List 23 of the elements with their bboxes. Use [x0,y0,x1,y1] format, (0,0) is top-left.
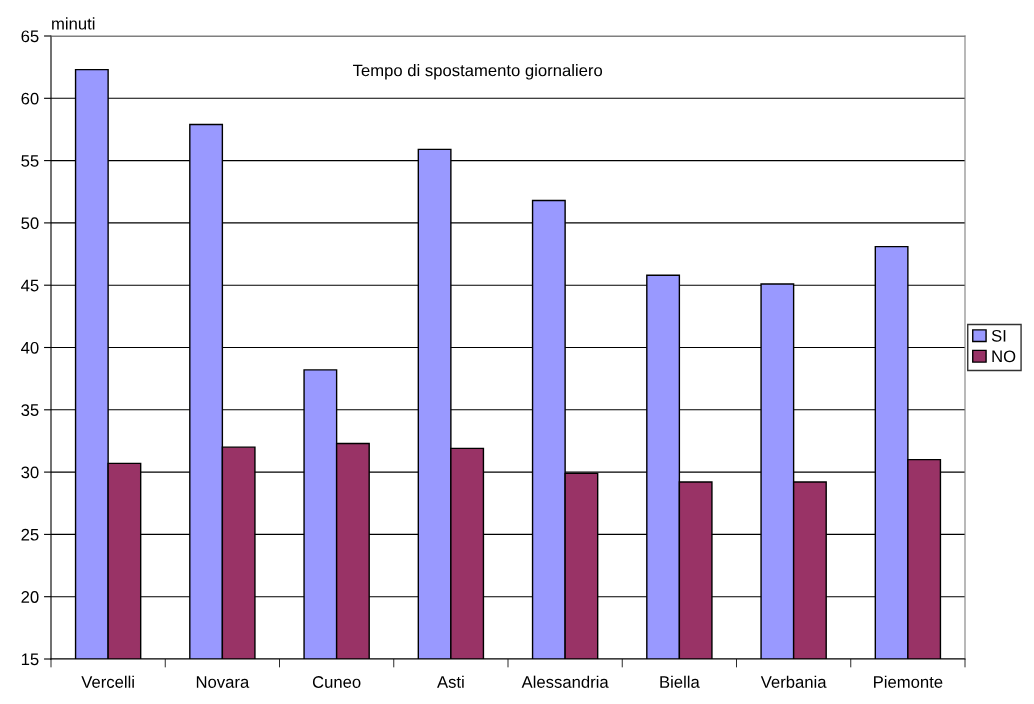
legend-label: NO [992,350,1016,363]
x-tick-label: Verbania [760,675,827,688]
y-tick-label: 45 [21,279,39,292]
y-tick-label: 60 [21,92,39,105]
x-tick-label: Vercelli [81,675,134,688]
y-tick-label: 25 [21,528,39,541]
y-tick-label: 50 [21,217,39,230]
y-tick-label: 40 [21,341,39,354]
x-tick-label: Alessandria [521,675,609,688]
text: Tempo di spostamento giornaliero [353,64,603,80]
x-tick-label: Asti [437,675,464,688]
y-tick-label: 55 [21,155,39,167]
y-tick-label: 35 [21,404,39,416]
x-tick-label: Cuneo [312,676,361,688]
legend-label: SI [991,329,1006,342]
y-tick-label: 20 [21,591,39,603]
x-tick-label: Novara [196,676,250,688]
y-axis-title: minuti [52,17,95,30]
y-tick-label: 15 [21,653,39,666]
y-tick-label: 65 [21,30,39,43]
y-tick-label: 30 [21,466,39,479]
x-tick-label: Biella [660,675,700,688]
x-tick-label: Piemonte [874,675,943,688]
